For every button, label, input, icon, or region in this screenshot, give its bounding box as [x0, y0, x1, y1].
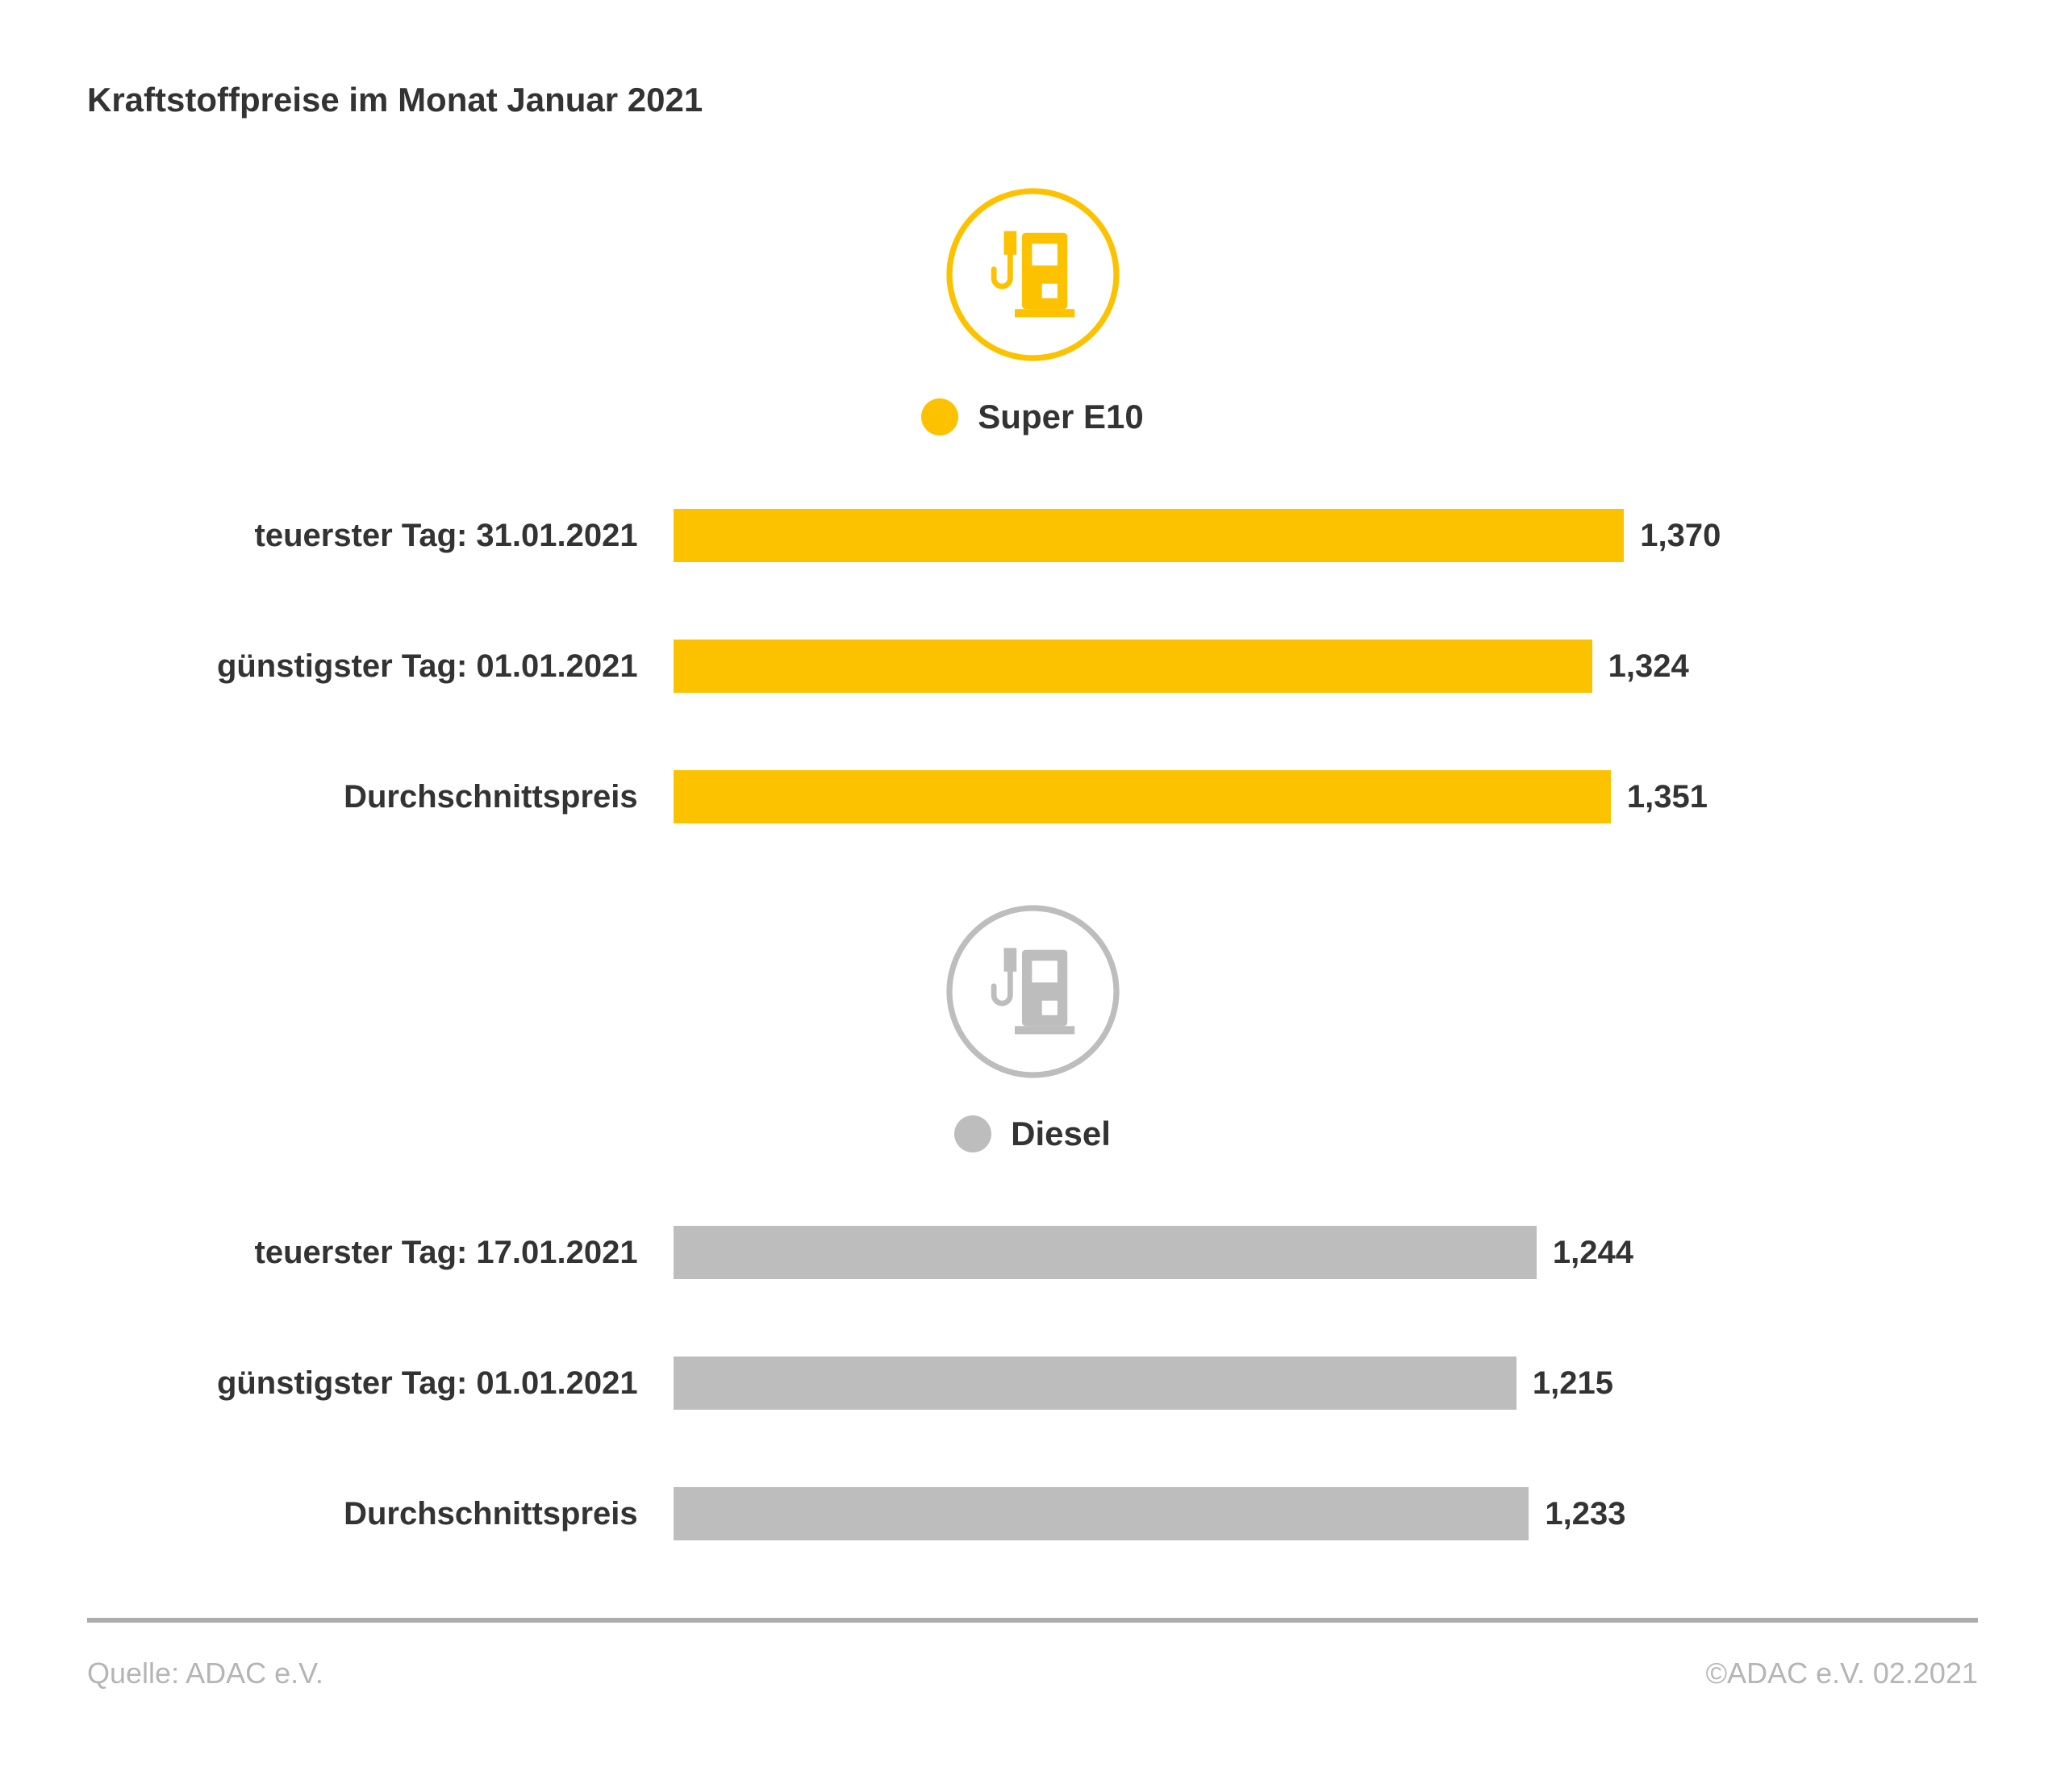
- bar-value: 1,215: [1532, 1365, 1613, 1401]
- footer-source: Quelle: ADAC e.V.: [87, 1657, 323, 1690]
- chart-row: Durchschnittspreis 1,351: [87, 770, 1978, 823]
- bar-value: 1,351: [1626, 778, 1708, 815]
- bar: [673, 1357, 1516, 1410]
- row-label: teuerster Tag: 31.01.2021: [254, 517, 638, 553]
- bar-value: 1,244: [1552, 1234, 1633, 1270]
- bar-area: 1,215: [673, 1357, 1978, 1410]
- legend-label: Diesel: [1011, 1115, 1111, 1152]
- bar: [673, 1487, 1529, 1540]
- diesel-icon-wrap: [87, 901, 1978, 1082]
- bar-area: 1,244: [673, 1226, 1978, 1279]
- bar-value: 1,370: [1640, 517, 1721, 553]
- legend-dot: [921, 398, 959, 435]
- fuel-pump-icon: [945, 188, 1120, 361]
- footer-divider: [87, 1618, 1978, 1623]
- bar: [673, 770, 1611, 823]
- row-label: Durchschnittspreis: [344, 778, 638, 815]
- row-label: günstigster Tag: 01.01.2021: [216, 648, 638, 684]
- legend-diesel: Diesel: [87, 1115, 1978, 1153]
- bar-area: 1,324: [673, 640, 1978, 693]
- bar-value: 1,324: [1608, 648, 1689, 684]
- legend-label: Super E10: [978, 398, 1144, 435]
- legend-super-e10: Super E10: [87, 398, 1978, 436]
- fuel-pump-icon: [945, 905, 1120, 1078]
- bar-area: 1,233: [673, 1487, 1978, 1540]
- bar-value: 1,233: [1545, 1495, 1626, 1532]
- page-title: Kraftstoffpreise im Monat Januar 2021: [87, 81, 703, 119]
- chart-row: Durchschnittspreis 1,233: [87, 1487, 1978, 1540]
- super-e10-icon-wrap: [87, 184, 1978, 365]
- chart-row: günstigster Tag: 01.01.2021 1,324: [87, 640, 1978, 693]
- chart-row: günstigster Tag: 01.01.2021 1,215: [87, 1357, 1978, 1410]
- bar: [673, 509, 1625, 562]
- footer-copyright: ©ADAC e.V. 02.2021: [1705, 1657, 1978, 1690]
- row-label: günstigster Tag: 01.01.2021: [216, 1365, 638, 1401]
- chart-row: teuerster Tag: 31.01.2021 1,370: [87, 509, 1978, 562]
- bar-area: 1,351: [673, 770, 1978, 823]
- section-super-e10: Super E10 teuerster Tag: 31.01.2021 1,37…: [87, 184, 1978, 823]
- legend-dot: [954, 1115, 992, 1152]
- bar-area: 1,370: [673, 509, 1978, 562]
- row-label: Durchschnittspreis: [344, 1495, 638, 1532]
- bar: [673, 1226, 1537, 1279]
- row-label: teuerster Tag: 17.01.2021: [254, 1234, 638, 1270]
- footer: Quelle: ADAC e.V. ©ADAC e.V. 02.2021: [87, 1657, 1978, 1690]
- bar: [673, 640, 1592, 693]
- section-diesel: Diesel teuerster Tag: 17.01.2021 1,244 g…: [87, 901, 1978, 1540]
- chart-row: teuerster Tag: 17.01.2021 1,244: [87, 1226, 1978, 1279]
